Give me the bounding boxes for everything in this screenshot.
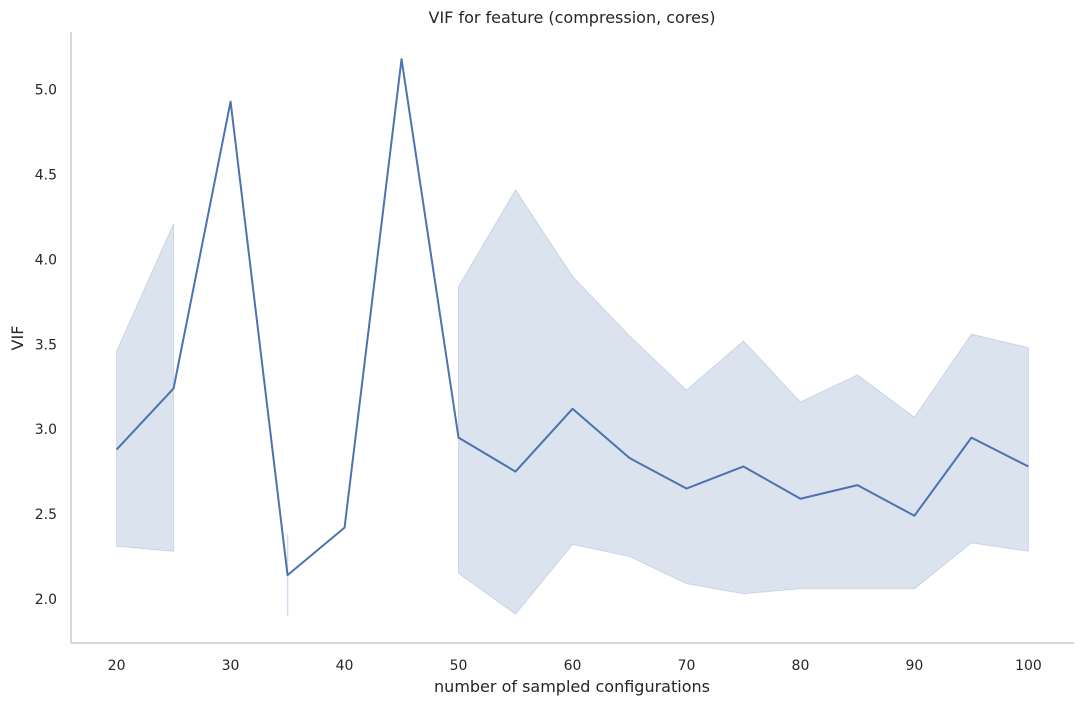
confidence-bands (116, 188, 1029, 616)
y-tick-label: 3.5 (35, 337, 57, 353)
x-tick-label: 60 (564, 658, 582, 674)
x-tick-labels: 20 30 40 50 60 70 80 90 100 (108, 658, 1042, 674)
x-axis-label: number of sampled configurations (434, 677, 710, 696)
confidence-band (116, 223, 175, 552)
y-tick-label: 3.0 (35, 422, 57, 438)
x-tick-label: 50 (450, 658, 468, 674)
x-tick-label: 90 (906, 658, 924, 674)
chart-title: VIF for feature (compression, cores) (429, 8, 716, 27)
x-tick-label: 100 (1015, 658, 1042, 674)
y-tick-label: 4.0 (35, 252, 57, 268)
confidence-band (458, 188, 1029, 615)
y-tick-label: 5.0 (35, 83, 57, 99)
y-tick-label: 2.0 (35, 592, 57, 608)
y-tick-label: 2.5 (35, 507, 57, 523)
x-tick-label: 40 (336, 658, 354, 674)
series-line (115, 58, 1029, 577)
series-lines (115, 58, 1029, 577)
x-tick-label: 80 (792, 658, 810, 674)
y-tick-label: 4.5 (35, 168, 57, 184)
x-tick-label: 30 (222, 658, 240, 674)
y-axis-label: VIF (8, 326, 27, 351)
x-tick-label: 70 (678, 658, 696, 674)
y-tick-labels: 2.0 2.5 3.0 3.5 4.0 4.5 5.0 (35, 83, 57, 608)
x-tick-label: 20 (108, 658, 126, 674)
